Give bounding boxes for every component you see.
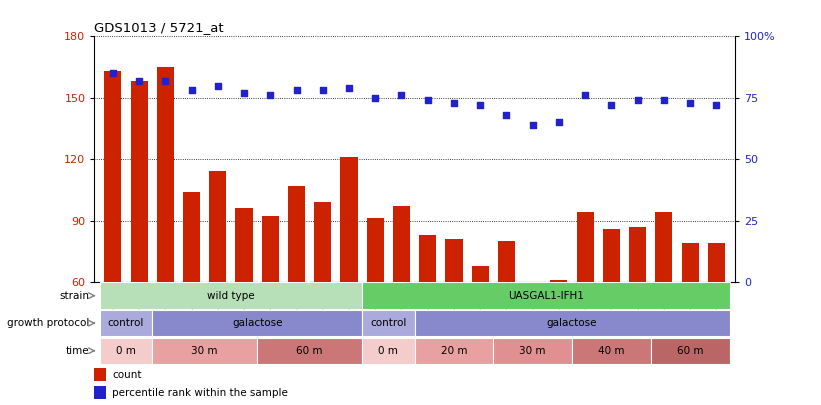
Point	[631, 97, 644, 104]
Bar	[550, 280, 567, 282]
Bar	[708, 243, 725, 282]
Point	[342, 85, 355, 91]
Bar	[99, 282, 362, 309]
Bar	[472, 266, 488, 282]
Point	[264, 92, 277, 98]
Point	[500, 112, 513, 118]
Bar	[576, 212, 594, 282]
Bar	[236, 208, 253, 282]
Point	[553, 119, 566, 126]
Text: wild type: wild type	[207, 291, 255, 301]
Bar	[415, 337, 493, 364]
Point	[211, 82, 224, 89]
Text: galactose: galactose	[547, 318, 598, 328]
Text: 30 m: 30 m	[520, 346, 546, 356]
Bar	[94, 368, 106, 381]
Bar	[362, 282, 730, 309]
Point	[710, 102, 723, 109]
Bar	[157, 67, 174, 282]
Text: 0 m: 0 m	[378, 346, 398, 356]
Point	[447, 100, 461, 106]
Bar	[209, 171, 227, 282]
Bar	[446, 239, 462, 282]
Point	[158, 77, 172, 84]
Bar	[393, 206, 410, 282]
Point	[395, 92, 408, 98]
Bar	[362, 310, 415, 337]
Point	[579, 92, 592, 98]
Text: 20 m: 20 m	[441, 346, 467, 356]
Bar	[524, 282, 541, 284]
Bar	[99, 337, 152, 364]
Bar	[257, 337, 362, 364]
Text: 60 m: 60 m	[296, 346, 323, 356]
Bar	[629, 227, 646, 282]
Point	[369, 95, 382, 101]
Point	[474, 102, 487, 109]
Point	[684, 100, 697, 106]
Text: 60 m: 60 m	[677, 346, 704, 356]
Bar	[420, 235, 436, 282]
Text: strain: strain	[59, 291, 89, 301]
Point	[421, 97, 434, 104]
Point	[526, 122, 539, 128]
Bar	[362, 337, 415, 364]
Bar	[262, 216, 279, 282]
Bar	[572, 337, 651, 364]
Bar	[288, 186, 305, 282]
Bar	[651, 337, 730, 364]
Bar	[94, 386, 106, 399]
Text: 30 m: 30 m	[191, 346, 218, 356]
Text: GDS1013 / 5721_at: GDS1013 / 5721_at	[94, 21, 224, 34]
Bar	[99, 310, 152, 337]
Bar	[655, 212, 672, 282]
Text: control: control	[108, 318, 144, 328]
Point	[237, 90, 250, 96]
Bar	[603, 229, 620, 282]
Bar	[152, 310, 362, 337]
Bar	[152, 337, 257, 364]
Point	[185, 87, 198, 94]
Bar	[415, 310, 730, 337]
Text: count: count	[112, 370, 141, 380]
Text: UASGAL1-IFH1: UASGAL1-IFH1	[508, 291, 584, 301]
Bar	[367, 218, 383, 282]
Bar	[104, 71, 122, 282]
Point	[106, 70, 119, 77]
Bar	[183, 192, 200, 282]
Bar	[341, 157, 357, 282]
Text: 0 m: 0 m	[116, 346, 135, 356]
Text: percentile rank within the sample: percentile rank within the sample	[112, 388, 288, 398]
Text: 40 m: 40 m	[599, 346, 625, 356]
Point	[316, 87, 329, 94]
Bar	[681, 243, 699, 282]
Text: galactose: galactose	[232, 318, 282, 328]
Point	[658, 97, 671, 104]
Bar	[498, 241, 515, 282]
Bar	[131, 81, 148, 282]
Text: growth protocol: growth protocol	[7, 318, 89, 328]
Point	[290, 87, 303, 94]
Text: control: control	[370, 318, 406, 328]
Text: time: time	[66, 346, 89, 356]
Point	[605, 102, 618, 109]
Bar	[314, 202, 332, 282]
Point	[132, 77, 145, 84]
Bar	[493, 337, 572, 364]
